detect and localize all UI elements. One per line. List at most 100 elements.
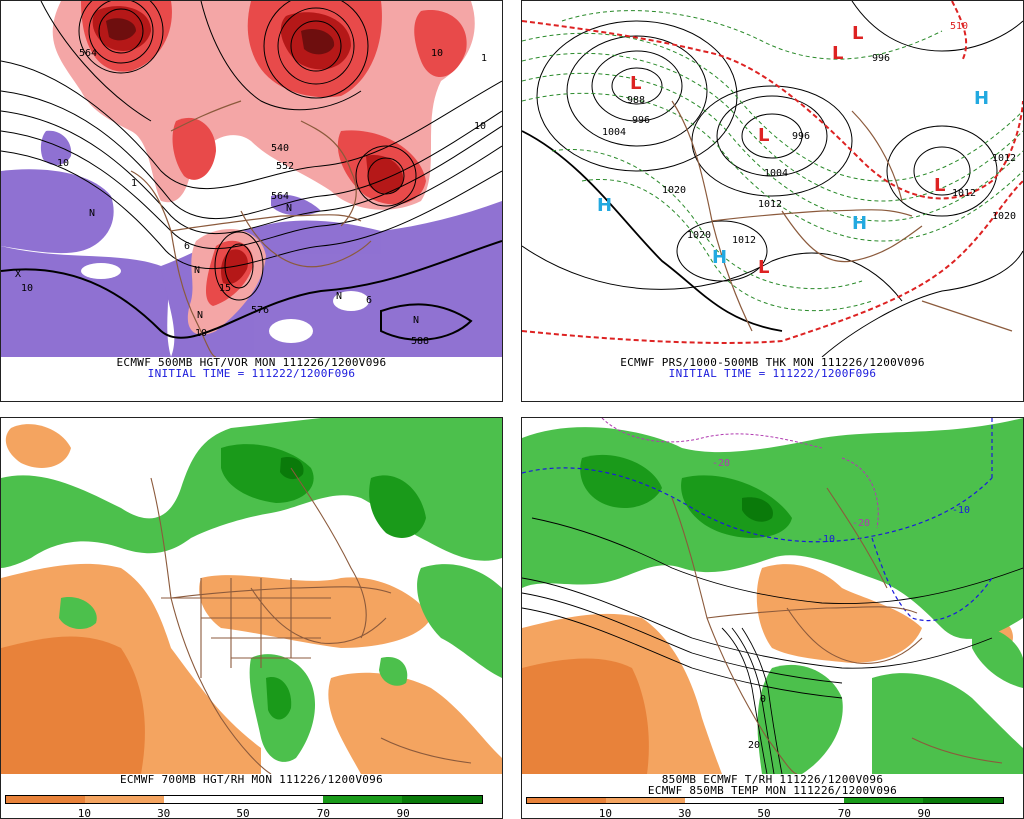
isobar-label-1004-a: 1004 (602, 127, 626, 138)
label-10-c: 10 (21, 283, 33, 294)
coastlines-prs (671, 100, 1013, 332)
label-1-b: 1 (481, 53, 487, 64)
panel-850mb-t-rh: -10 -10 0 10 20 -20 -20 850MB ECMWF T/RH… (521, 417, 1024, 819)
positive-vorticity-fill (52, 1, 475, 335)
tick-30: 30 (157, 807, 171, 819)
panel-500mb-vorticity: 564 540 552 564 1 10 10 1 10 576 588 N N… (0, 0, 503, 402)
tick-30: 30 (678, 807, 692, 819)
temperature-labels: -10 -10 0 10 20 -20 -20 (712, 458, 970, 751)
coastlines-850 (671, 487, 1003, 774)
tick-50: 50 (236, 807, 250, 819)
caption-500mb: ECMWF 500MB HGT/VOR MON 111226/1200V096 (116, 356, 387, 369)
high-center-pacific: H (597, 195, 612, 216)
isobar-label-1004-b: 1004 (764, 168, 788, 179)
tick-10: 10 (598, 807, 612, 819)
isobar-label-1012-d: 1012 (992, 153, 1016, 164)
isobar-label-996-c: 996 (872, 53, 890, 64)
initial-time-500mb: INITIAL TIME = 111222/1200F096 (147, 367, 356, 380)
isobar-label-1020-a: 1020 (662, 185, 686, 196)
contour-labels: 564 540 552 564 1 10 10 1 10 576 588 N N… (15, 48, 487, 347)
temp-label-20: 20 (748, 740, 760, 751)
cold-contours (601, 418, 879, 529)
caption-prs-thk: ECMWF PRS/1000-500MB THK MON 111226/1200… (620, 356, 925, 369)
moist-areas (1, 418, 502, 762)
low-center-labrador: L (934, 175, 945, 196)
initial-time-prs-thk: INITIAL TIME = 111222/1200F096 (668, 367, 877, 380)
label-564-a: 564 (79, 48, 97, 59)
tick-70: 70 (837, 807, 851, 819)
rh-colorbar-700 (5, 795, 483, 804)
high-center-atlantic: H (974, 88, 989, 109)
low-center-canada: L (758, 125, 769, 146)
label-n-b: N (286, 203, 292, 214)
temperature-contours (522, 517, 1023, 774)
label-576: 576 (251, 305, 269, 316)
moist-areas-850 (522, 418, 1023, 774)
label-552: 552 (276, 161, 294, 172)
tick-50: 50 (757, 807, 771, 819)
low-center-arctic-b: L (852, 23, 863, 44)
thickness-label-510: 510 (950, 21, 968, 32)
rh-colorbar-850 (526, 797, 1004, 804)
low-center-arctic-a: L (832, 43, 843, 64)
high-center-southwest: H (712, 247, 727, 268)
label-10-d: 10 (195, 328, 207, 339)
map-700mb-rh (1, 418, 502, 774)
isobar-label-1020-c: 1020 (992, 211, 1016, 222)
label-10-b: 10 (431, 48, 443, 59)
label-10-a: 10 (474, 121, 486, 132)
caption-700mb: ECMWF 700MB HGT/RH MON 111226/1200V096 (119, 773, 384, 786)
pressure-centers: H H H H L L L L L L (597, 23, 989, 278)
label-588: 588 (411, 336, 429, 347)
coastlines (130, 100, 372, 357)
thickness-contours (522, 10, 1023, 312)
label-564-b: 564 (271, 191, 289, 202)
isobar-label-988: 988 (627, 95, 645, 106)
temp-label-minus20-b: -20 (852, 518, 870, 529)
temp-label-minus10-a: -10 (817, 534, 835, 545)
label-6-b: 6 (366, 295, 372, 306)
label-n-f: N (197, 310, 203, 321)
isobars (522, 1, 1023, 357)
label-6-a: 6 (184, 241, 190, 252)
caption-850mb-temp: ECMWF 850MB TEMP MON 111226/1200V096 (647, 784, 898, 797)
label-x: X (15, 269, 21, 280)
height-contours (1, 1, 502, 341)
temp-label-minus20-a: -20 (712, 458, 730, 469)
tick-10: 10 (77, 807, 91, 819)
high-center-east: H (852, 213, 867, 234)
tick-90: 90 (396, 807, 410, 819)
isobar-label-1012-c: 1012 (952, 188, 976, 199)
label-10-e: 10 (57, 158, 69, 169)
temp-label-0: 0 (760, 694, 766, 705)
isobar-label-1012-b: 1012 (732, 235, 756, 246)
map-pressure-thickness: H H H H L L L L L L 988 996 1004 996 100… (522, 1, 1023, 357)
temp-label-minus10-b: -10 (952, 505, 970, 516)
isobar-label-996-a: 996 (632, 115, 650, 126)
freezing-contours (522, 418, 993, 622)
isobar-labels: 988 996 1004 996 1004 1012 1020 1012 102… (602, 21, 1016, 246)
zero-vorticity-gaps (81, 263, 369, 343)
isobar-label-1020-b: 1020 (687, 230, 711, 241)
coastlines-700 (150, 467, 472, 774)
caption-850mb-trh: 850MB ECMWF T/RH 111226/1200V096 (661, 773, 884, 786)
map-500mb-vorticity: 564 540 552 564 1 10 10 1 10 576 588 N N… (1, 1, 502, 357)
isobar-label-1012-a: 1012 (758, 199, 782, 210)
label-540: 540 (271, 143, 289, 154)
low-center-gulf-alaska: L (630, 73, 641, 94)
map-850mb-t-rh: -10 -10 0 10 20 -20 -20 (522, 418, 1023, 774)
colorbar-ticks-700: 10 30 50 70 90 (5, 807, 483, 819)
tick-70: 70 (316, 807, 330, 819)
label-1-a: 1 (131, 178, 137, 189)
isobar-label-996-b: 996 (792, 131, 810, 142)
label-n-c: N (194, 265, 200, 276)
thickness-540-line (522, 1, 1023, 344)
low-center-mexico: L (758, 257, 769, 278)
panel-700mb-rh: ECMWF 700MB HGT/RH MON 111226/1200V096 1… (0, 417, 503, 819)
label-15: 15 (219, 283, 231, 294)
tick-90: 90 (917, 807, 931, 819)
label-n-a: N (89, 208, 95, 219)
panel-pressure-thickness: H H H H L L L L L L 988 996 1004 996 100… (521, 0, 1024, 402)
label-n-e: N (336, 291, 342, 302)
label-n-d: N (413, 315, 419, 326)
